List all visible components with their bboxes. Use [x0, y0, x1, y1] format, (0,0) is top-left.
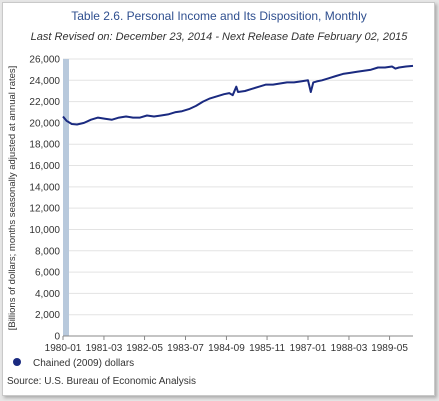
- y-tick-label: 8,000: [35, 246, 60, 257]
- y-tick-label: 2,000: [35, 310, 60, 321]
- y-tick-label: 22,000: [29, 97, 60, 108]
- x-tick-label: 1985-11: [249, 343, 285, 354]
- y-tick-label: 26,000: [29, 55, 60, 66]
- legend-label: Chained (2009) dollars: [33, 358, 134, 369]
- source-note: Source: U.S. Bureau of Economic Analysis: [7, 376, 196, 387]
- legend-marker: [13, 358, 21, 366]
- y-tick-label: 10,000: [29, 225, 60, 236]
- y-tick-label: 12,000: [29, 204, 60, 215]
- y-axis-label: [Billions of dollars; months seasonally …: [7, 66, 18, 331]
- series-line: [62, 64, 414, 126]
- y-tick-label: 20,000: [29, 118, 60, 129]
- x-tick-label: 1983-07: [167, 343, 204, 354]
- y-tick-label: 0: [54, 332, 60, 343]
- chart-subtitle: Last Revised on: December 23, 2014 - Nex…: [31, 31, 409, 43]
- series-group: [62, 64, 414, 126]
- x-tick-label: 1982-05: [126, 343, 163, 354]
- x-axis: 1980-01 1981-03 1982-05 1983-07 1984-09 1985-…: [45, 335, 413, 354]
- y-tick-label: 6,000: [35, 268, 60, 279]
- y-tick-label: 4,000: [35, 289, 60, 300]
- y-tick-label: 16,000: [29, 161, 60, 172]
- chart-panel: Table 2.6. Personal Income and Its Dispo…: [2, 2, 435, 396]
- y-tick-label: 18,000: [29, 140, 60, 151]
- y-axis: 0 2,000 4,000 6,000 8,000 10,000 12,000 14,000 1…: [29, 55, 60, 343]
- chart-svg: Table 2.6. Personal Income and Its Dispo…: [7, 9, 414, 387]
- grid-lines: [63, 58, 413, 337]
- x-tick-label: 1988-03: [331, 343, 368, 354]
- chart-title: Table 2.6. Personal Income and Its Dispo…: [71, 9, 367, 23]
- axis-start-band: [63, 59, 69, 336]
- x-tick-label: 1989-05: [371, 343, 408, 354]
- x-tick-label: 1980-01: [45, 343, 82, 354]
- x-tick-label: 1984-09: [208, 343, 245, 354]
- y-tick-label: 14,000: [29, 182, 60, 193]
- y-tick-label: 24,000: [29, 76, 60, 87]
- x-tick-label: 1987-01: [290, 343, 327, 354]
- x-tick-label: 1981-03: [86, 343, 123, 354]
